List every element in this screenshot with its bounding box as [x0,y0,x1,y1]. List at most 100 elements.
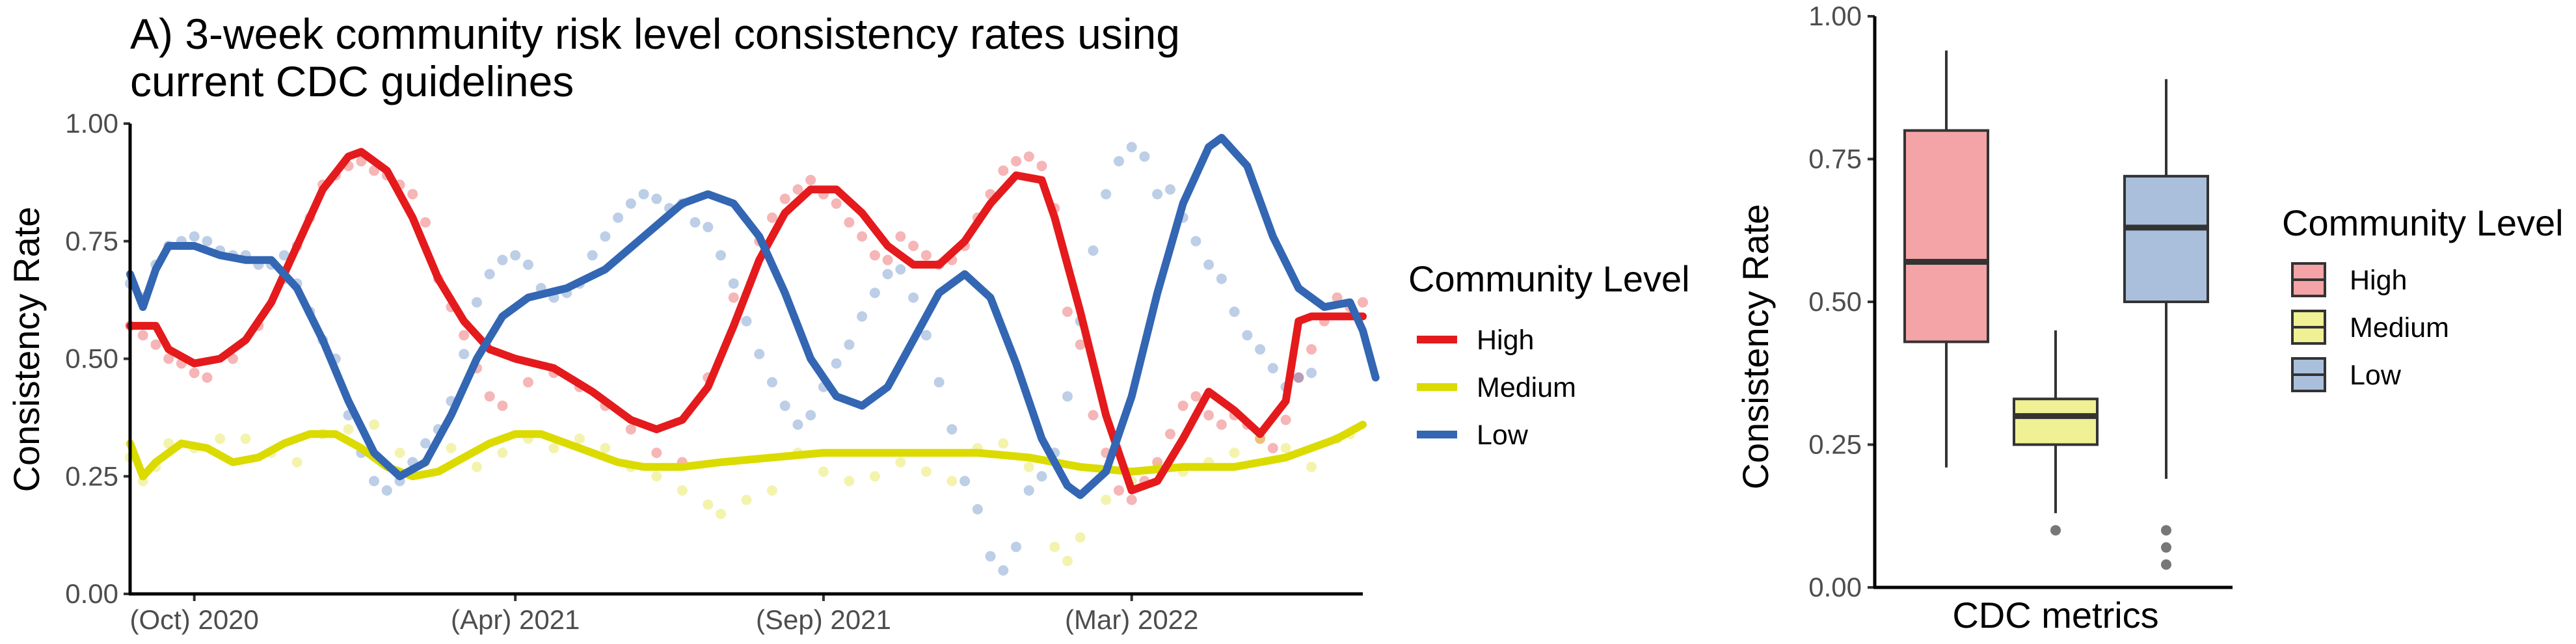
point-high [844,217,855,228]
point-low [1203,259,1214,270]
point-low [1023,485,1034,496]
point-low [869,288,880,299]
point-high [1164,429,1175,440]
point-high [459,330,470,341]
point-high [1088,410,1099,421]
point-high [522,377,533,388]
point-medium [1280,442,1291,453]
box-chart-legend-title: Community Level [2282,202,2564,243]
point-low [638,189,649,200]
point-low [1164,184,1175,195]
point-medium [215,433,226,444]
line-chart-y-axis-title: Consistency Rate [6,207,47,492]
line-chart-title-line1: A) 3-week community risk level consisten… [130,10,1180,58]
legend-label-medium: Medium [1477,372,1576,403]
point-low [779,400,790,411]
point-medium [998,438,1009,449]
point-medium [716,509,727,520]
point-high [1062,306,1073,317]
point-low [882,269,893,280]
box-legend-label-low: Low [2350,360,2402,391]
point-high [920,250,932,261]
point-high [1036,161,1047,172]
point-low [1062,391,1073,402]
point-low [1267,362,1278,373]
outlier-low [2161,559,2171,570]
box-chart-y-axis: 0.00 0.25 0.50 0.75 1.00 [1808,1,1875,602]
point-medium [895,457,906,468]
box-high [1903,129,1989,343]
point-low [1036,471,1047,482]
point-medium [766,485,777,496]
point-low [484,269,495,280]
point-high [779,193,790,204]
point-low [1152,189,1163,200]
line-chart-lines [126,133,1380,500]
point-low [459,349,470,360]
point-high [1332,292,1343,303]
point-low [510,250,521,261]
point-high [407,189,418,200]
line-chart-x-axis: (Oct) 2020 (Apr) 2021 (Sep) 2021 (Mar) 2022 [129,594,1198,635]
point-medium [703,499,714,510]
line-chart-x-tick-label: (Mar) 2022 [1065,604,1198,635]
point-low [933,377,945,388]
point-medium [651,471,662,482]
line-chart-x-tick-label: (Sep) 2021 [756,604,891,635]
point-low [1255,344,1266,355]
point-low [690,217,701,228]
point-low [946,423,958,435]
point-low [1306,368,1317,379]
point-low [1101,189,1112,200]
point-medium [1049,541,1060,552]
point-high [356,155,367,167]
point-low [920,330,932,341]
line-chart-legend-title: Community Level [1408,258,1690,299]
point-high [420,217,431,228]
point-low [613,212,624,223]
point-medium [1023,461,1034,472]
point-low [278,250,289,261]
point-high [651,448,662,459]
point-high [227,353,238,364]
point-medium [844,476,855,487]
legend-label-high: High [1477,325,1534,356]
point-low [831,358,842,369]
box-chart-y-tick-label: 1.00 [1808,1,1862,31]
line-chart-y-tick-label: 0.25 [65,461,118,491]
box-chart-panel: Consistency Rate CDC metrics 0.00 0.25 0.5… [1735,1,2233,636]
box-legend-label-medium: Medium [2350,312,2449,343]
line-chart-y-tick-label: 0.75 [65,226,118,256]
box-chart-x-axis-title: CDC metrics [1952,595,2158,636]
legend-label-low: Low [1477,420,1529,451]
line-chart-x-tick-label: (Apr) 2021 [451,604,580,635]
point-high [857,231,868,242]
point-low [600,231,611,242]
point-low [471,297,482,308]
point-medium [163,438,174,449]
point-low [728,278,739,289]
point-high [882,254,893,265]
point-low [381,485,392,496]
point-low [1126,142,1137,153]
point-high [1216,419,1227,430]
point-high [189,368,200,379]
point-low [844,339,855,350]
point-high [1280,414,1291,425]
point-high [150,339,161,350]
point-low [716,250,727,261]
box-chart-y-tick-label: 0.25 [1808,429,1862,460]
outlier-low [2161,525,2171,536]
point-low [741,315,752,327]
point-medium [1229,448,1240,459]
point-medium [369,419,380,430]
point-high [1011,155,1022,167]
point-low [1011,541,1022,552]
point-medium [291,457,302,468]
box-chart-y-axis-title: Consistency Rate [1735,204,1776,490]
point-high [895,231,906,242]
box-medium [2013,397,2099,446]
point-low [587,250,598,261]
box-low [2123,174,2209,303]
point-high [625,423,636,435]
